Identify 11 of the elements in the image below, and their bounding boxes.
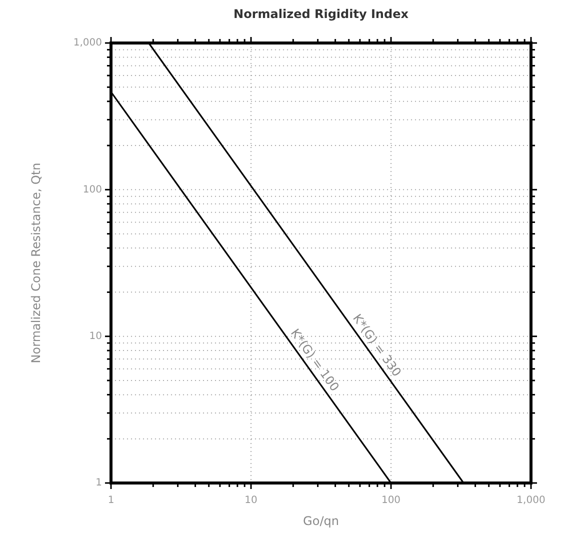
x-tick-label: 10 [244,495,258,506]
x-tick-label: 1,000 [516,495,546,506]
x-tick-label: 100 [381,495,401,506]
y-tick-label: 10 [89,331,102,342]
chart-title: Normalized Rigidity Index [234,7,409,21]
y-tick-label: 100 [82,184,102,196]
x-tick-label: 1 [108,495,114,506]
y-tick-label: 1,000 [73,38,102,49]
x-axis-title: Go/qn [303,514,339,528]
y-tick-label: 1 [96,478,102,489]
y-axis-title: Normalized Cone Resistance, Qtn [29,162,43,364]
